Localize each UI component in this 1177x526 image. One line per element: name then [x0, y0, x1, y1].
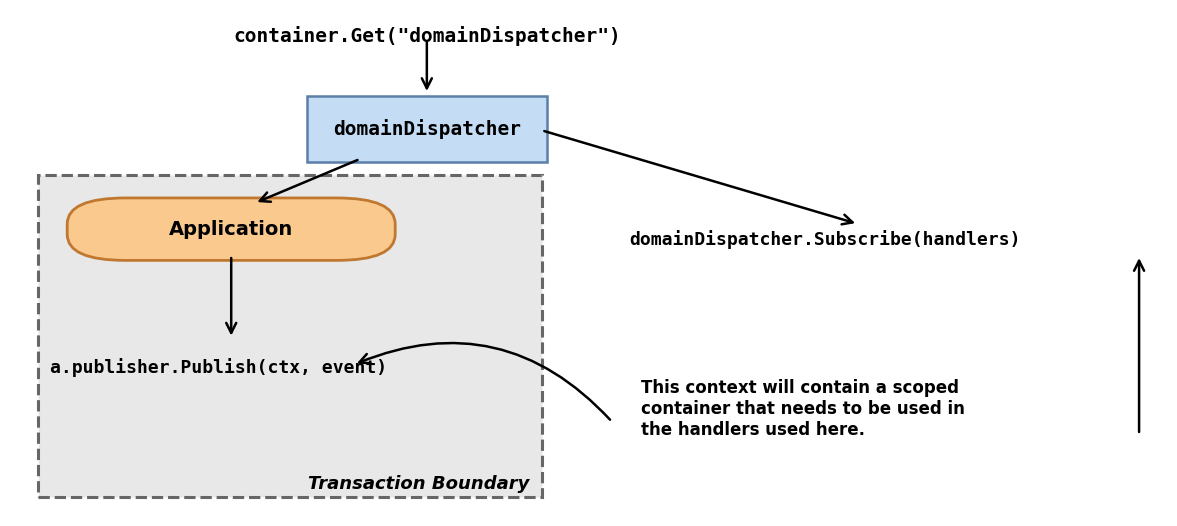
- Text: domainDispatcher: domainDispatcher: [333, 119, 521, 139]
- FancyBboxPatch shape: [67, 198, 395, 260]
- Text: This context will contain a scoped
container that needs to be used in
the handle: This context will contain a scoped conta…: [641, 379, 965, 439]
- FancyBboxPatch shape: [38, 175, 541, 497]
- Text: Transaction Boundary: Transaction Boundary: [308, 475, 530, 493]
- Text: domainDispatcher.Subscribe(handlers): domainDispatcher.Subscribe(handlers): [630, 230, 1020, 249]
- Text: a.publisher.Publish(ctx, event): a.publisher.Publish(ctx, event): [49, 358, 387, 377]
- Text: Application: Application: [169, 220, 293, 239]
- FancyBboxPatch shape: [307, 96, 547, 161]
- Text: container.Get("domainDispatcher"): container.Get("domainDispatcher"): [233, 26, 620, 46]
